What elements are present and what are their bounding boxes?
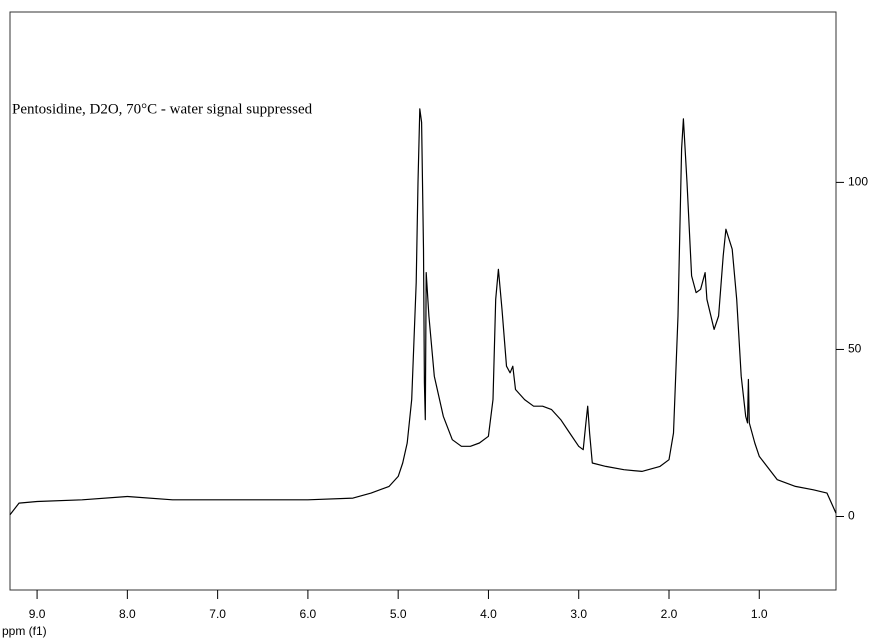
x-tick-label: 1.0 [751, 607, 768, 621]
x-tick-label: 7.0 [209, 607, 226, 621]
x-tick-label: 9.0 [29, 607, 46, 621]
y-tick-label: 100 [848, 175, 868, 189]
y-tick-label: 50 [848, 342, 862, 356]
annotation: Pentosidine, D2O, 70°C - water signal su… [12, 101, 313, 117]
x-axis-label: ppm (f1) [2, 624, 47, 638]
plot-frame [9, 11, 837, 591]
spectrum-line [9, 108, 837, 516]
x-tick-label: 8.0 [119, 607, 136, 621]
x-tick-label: 6.0 [300, 607, 317, 621]
x-tick-label: 3.0 [570, 607, 587, 621]
x-tick-label: 5.0 [390, 607, 407, 621]
x-tick-label: 4.0 [480, 607, 497, 621]
x-tick-label: 2.0 [661, 607, 678, 621]
y-tick-label: 0 [848, 509, 855, 523]
